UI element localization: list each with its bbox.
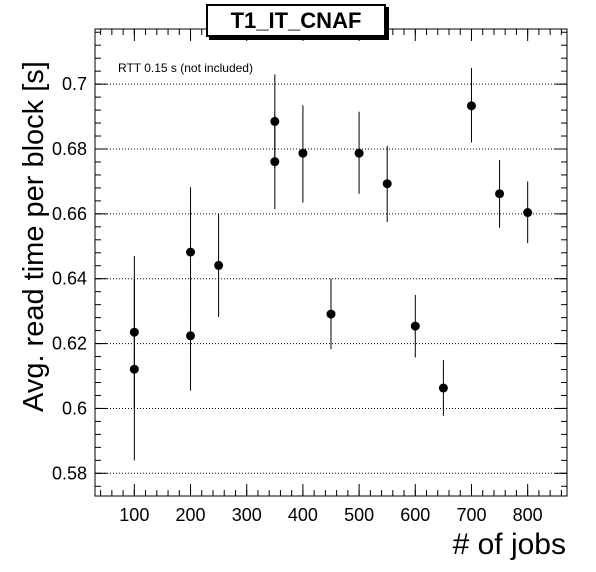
y-tick-label: 0.6 — [62, 398, 87, 418]
data-point — [410, 321, 420, 331]
tick-labels: 0.58 0.6 0.62 0.64 0.66 0.68 0.7 100 200 300 400 50… — [52, 74, 543, 525]
x-tick-label: 600 — [400, 505, 430, 525]
y-tick-label: 0.64 — [52, 269, 87, 289]
gridlines — [95, 83, 567, 474]
x-tick-label: 500 — [344, 505, 374, 525]
y-tick-label: 0.62 — [52, 334, 87, 354]
data-point — [326, 309, 336, 319]
data-point — [186, 247, 196, 257]
y-tick-label: 0.66 — [52, 204, 87, 224]
data-point — [186, 331, 196, 341]
data-point — [382, 179, 392, 189]
data-point — [495, 189, 505, 199]
data-point — [354, 148, 364, 158]
data-point — [214, 260, 224, 270]
y-tick-label: 0.7 — [62, 74, 87, 94]
data-point — [270, 157, 280, 167]
x-tick-label: 300 — [232, 505, 262, 525]
data-point — [298, 148, 308, 158]
y-tick-label: 0.68 — [52, 139, 87, 159]
plot-frame — [94, 28, 568, 497]
x-tick-label: 100 — [119, 505, 149, 525]
y-tick-label: 0.58 — [52, 463, 87, 483]
data-point — [129, 364, 139, 374]
x-tick-label: 800 — [513, 505, 543, 525]
y-axis-label: Avg. read time per block [s] — [18, 61, 50, 412]
data-point — [466, 101, 476, 111]
x-tick-label: 400 — [288, 505, 318, 525]
data-point — [523, 208, 533, 218]
x-tick-label: 200 — [176, 505, 206, 525]
x-axis-label: # of jobs — [452, 528, 566, 561]
chart-annotation: RTT 0.15 s (not included) — [118, 61, 253, 75]
axis-ticks — [95, 29, 567, 496]
x-tick-label: 700 — [456, 505, 486, 525]
chart-title: T1_IT_CNAF — [206, 4, 386, 37]
data-points — [129, 67, 533, 461]
data-point — [438, 383, 448, 393]
